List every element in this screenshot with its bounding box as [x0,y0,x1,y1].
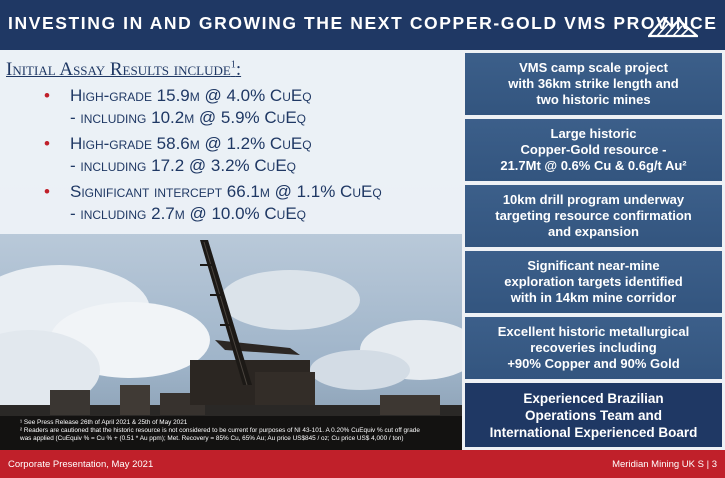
page-title: INVESTING IN AND GROWING THE NEXT COPPER… [8,13,718,33]
result-primary: High-grade 58.6m @ 1.2% CuEq [70,134,312,153]
bullet-icon: • [44,182,50,201]
highlight-text: Excellent historic metallurgical recover… [497,324,690,371]
result-including: - including 2.7m @ 10.0% CuEq [70,204,306,223]
highlight-text: Large historic Copper-Gold resource - 21… [500,126,687,173]
drill-site-photo-panel: Initial Assay Results include1: • High-g… [0,50,462,450]
assay-result-3: • Significant intercept 66.1m @ 1.1% CuE… [44,181,382,225]
footer-bar: Corporate Presentation, May 2021 Meridia… [0,450,725,478]
highlight-box-historic-resource: Large historic Copper-Gold resource - 21… [465,119,722,181]
highlight-text: Experienced Brazilian Operations Team an… [489,390,698,440]
highlight-box-exploration-targets: Significant near-mine exploration target… [465,251,722,313]
bullet-icon: • [44,134,50,153]
highlight-box-drill-program: 10km drill program underway targeting re… [465,185,722,247]
result-including: - including 10.2m @ 5.9% CuEq [70,108,306,127]
result-primary: High-grade 15.9m @ 4.0% CuEq [70,86,312,105]
footer-left-text: Corporate Presentation, May 2021 [8,459,154,470]
mountain-logo-icon [648,16,698,38]
assay-result-1: • High-grade 15.9m @ 4.0% CuEq - includi… [44,85,312,129]
highlight-text: VMS camp scale project with 36km strike … [508,60,679,107]
footnote-2-cont: was applied (CuEquiv % = Cu % + (0.51 * … [20,435,404,442]
highlight-text: 10km drill program underway targeting re… [495,192,692,239]
result-primary: Significant intercept 66.1m @ 1.1% CuEq [70,182,382,201]
footnotes: ¹ See Press Release 26th of April 2021 &… [0,416,462,450]
footnote-1: ¹ See Press Release 26th of April 2021 &… [20,419,188,426]
highlights-column: VMS camp scale project with 36km strike … [462,50,725,450]
bullet-icon: • [44,86,50,105]
highlight-box-team: Experienced Brazilian Operations Team an… [465,383,722,447]
assay-results-area: Initial Assay Results include1: • High-g… [0,50,462,234]
footnote-2: ² Readers are cautioned that the histori… [20,427,420,434]
highlight-text: Significant near-mine exploration target… [504,258,683,305]
assay-result-2: • High-grade 58.6m @ 1.2% CuEq - includi… [44,133,312,177]
result-including: - including 17.2 @ 3.2% CuEq [70,156,296,175]
footer-page-number: Meridian Mining UK S | 3 [612,459,717,470]
highlight-box-metallurgy: Excellent historic metallurgical recover… [465,317,722,379]
assay-heading: Initial Assay Results include1: [6,59,242,80]
highlight-box-vms-camp: VMS camp scale project with 36km strike … [465,53,722,115]
header-bar: INVESTING IN AND GROWING THE NEXT COPPER… [0,0,725,50]
